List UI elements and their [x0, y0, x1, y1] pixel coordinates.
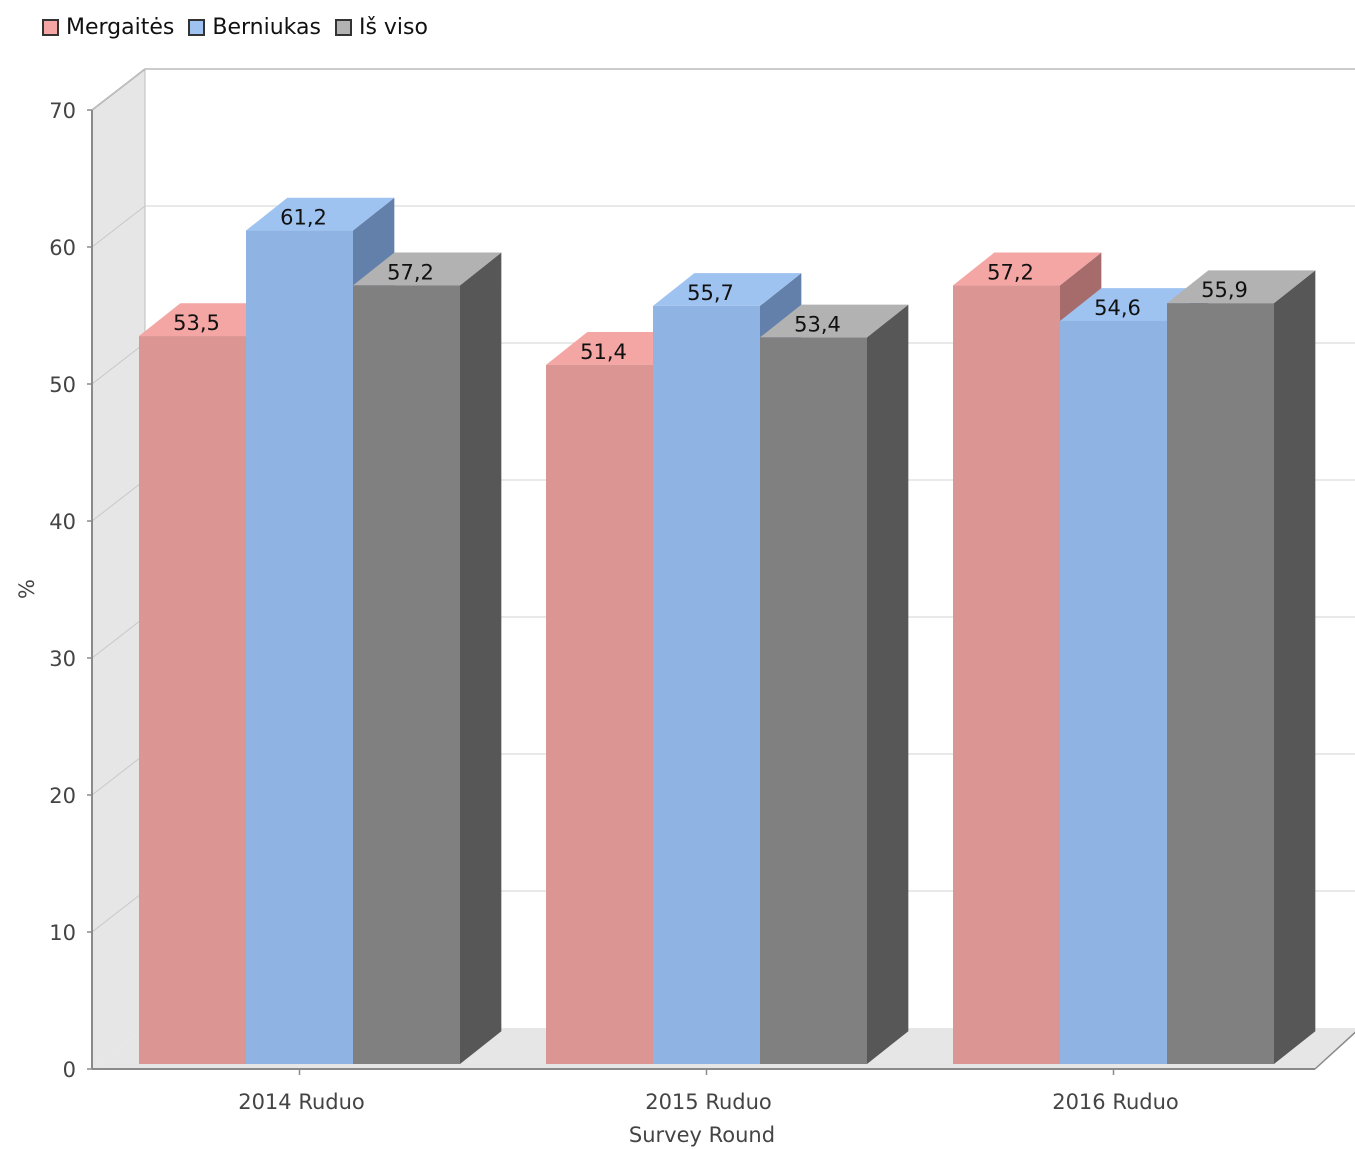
bar: [653, 305, 760, 1064]
gridline-diagonal: [91, 890, 146, 933]
legend-swatch-berniukas: [188, 18, 206, 36]
bar: [760, 337, 867, 1064]
bar: [546, 364, 653, 1064]
bars: 53,5 61,2 57,2 51,4 55,7 53,4 57,2 54,6 55,9: [139, 197, 1316, 1065]
left-wall: [92, 69, 145, 1069]
bar-group: 51,4 55,7 53,4: [546, 273, 909, 1064]
y-tick-label: 40: [49, 510, 76, 534]
data-label: 53,5: [173, 311, 220, 335]
y-axis-title: %: [15, 579, 39, 599]
y-tick-label: 30: [49, 647, 76, 671]
x-tick-label: 2016 Ruduo: [1052, 1090, 1179, 1114]
gridline-diagonal: [91, 753, 146, 796]
data-label: 53,4: [794, 312, 841, 336]
legend-item-is-viso[interactable]: Iš viso: [334, 14, 428, 40]
data-label: 55,9: [1201, 278, 1248, 302]
y-tick-label: 0: [63, 1058, 76, 1082]
y-tick-label: 60: [49, 236, 76, 260]
legend-item-berniukas[interactable]: Berniukas: [188, 15, 321, 40]
gridline-diagonal: [91, 479, 146, 522]
legend-item-mergaites[interactable]: Mergaitės: [42, 15, 174, 40]
legend-swatch-mergaites: [42, 18, 59, 36]
bar: [1167, 303, 1274, 1064]
legend-swatch-is-viso: [334, 18, 352, 36]
x-tick-label: 2014 Ruduo: [238, 1090, 365, 1114]
bar: [139, 336, 246, 1064]
floor-right-diagonal: [1314, 1031, 1355, 1070]
data-label: 51,4: [580, 340, 627, 364]
bar-group: 53,5 61,2 57,2: [139, 197, 502, 1064]
y-tick-label: 10: [49, 921, 76, 945]
y-tick-label: 70: [49, 99, 76, 123]
bar-group: 57,2 54,6 55,9: [953, 252, 1316, 1065]
bar-top: [353, 252, 502, 286]
bar-side: [867, 304, 909, 1064]
gridline-diagonal: [91, 68, 146, 111]
legend-label-berniukas: Berniukas: [212, 14, 321, 40]
data-label: 57,2: [987, 260, 1034, 284]
bar: [353, 285, 460, 1064]
bar-side: [1274, 270, 1316, 1064]
bar-top: [760, 304, 909, 338]
gridline-diagonal: [91, 616, 146, 659]
bar-top: [246, 197, 395, 231]
x-axis-title: Survey Round: [629, 1123, 775, 1147]
bar-side: [460, 252, 502, 1064]
legend-label-mergaites: Mergaitės: [66, 14, 175, 40]
x-tick-label: 2015 Ruduo: [645, 1090, 772, 1114]
gridline-diagonal: [91, 205, 146, 248]
y-tick-label: 50: [49, 373, 76, 397]
data-label: 55,7: [687, 281, 734, 305]
data-label: 57,2: [387, 260, 434, 284]
data-label: 54,6: [1094, 296, 1141, 320]
bar-top: [1167, 270, 1316, 304]
bar: [953, 285, 1060, 1064]
chart-legend: Mergaitės Berniukas Iš viso: [42, 12, 442, 42]
data-label: 61,2: [280, 206, 327, 230]
bar-top: [653, 273, 802, 306]
legend-label-is-viso: Iš viso: [358, 14, 428, 40]
bar: [246, 230, 353, 1064]
bar-top: [953, 252, 1102, 286]
axes: 0 10 20 30 40 50 60 70% 2014 Ruduo 2015 Ruduo 2016…: [15, 99, 1315, 1147]
gridline-diagonal: [91, 342, 146, 385]
y-tick-label: 20: [49, 784, 76, 808]
bar: [1060, 320, 1167, 1065]
